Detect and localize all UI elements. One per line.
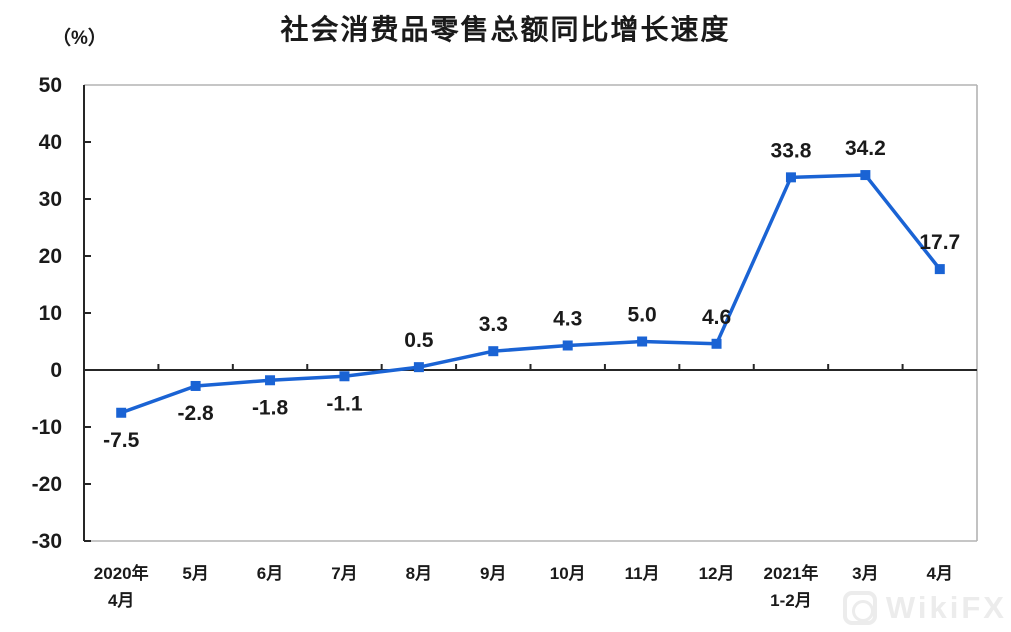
y-tick-label: -10 — [32, 416, 62, 439]
y-tick-label: 40 — [39, 131, 62, 154]
data-point-marker — [339, 371, 350, 382]
data-point-marker — [413, 362, 424, 373]
x-tick-label: 8月 — [406, 564, 432, 583]
x-tick-label: 2020年 — [94, 563, 149, 583]
data-point-marker — [637, 336, 648, 347]
x-tick-label: 11月 — [625, 564, 660, 583]
x-tick-label: 5月 — [182, 564, 208, 583]
data-point-label: -7.5 — [103, 429, 140, 452]
x-tick-label: 1-2月 — [770, 591, 812, 610]
data-point-marker — [860, 170, 871, 181]
x-tick-label: 9月 — [480, 564, 506, 583]
x-tick-label: 2021年 — [764, 563, 819, 583]
wikifx-watermark: WikiFX — [842, 590, 1007, 626]
data-point-label: 17.7 — [919, 231, 960, 254]
x-tick-label: 6月 — [257, 564, 283, 583]
data-line — [119, 173, 942, 415]
y-tick-label: 50 — [39, 74, 62, 97]
y-tick-label: 0 — [50, 359, 62, 382]
x-tick-label: 12月 — [699, 564, 735, 583]
x-tick-label: 3月 — [852, 564, 878, 583]
wikifx-logo-icon — [842, 591, 877, 625]
data-point-label: -1.8 — [252, 396, 289, 419]
data-point-marker — [934, 264, 945, 275]
y-tick-label: 30 — [39, 188, 62, 211]
data-point-label: 33.8 — [771, 139, 812, 162]
y-axis-unit-label: （%） — [52, 28, 107, 49]
data-point-label: 4.6 — [702, 306, 731, 329]
chart-title: 社会消费品零售总额同比增长速度 — [280, 14, 731, 45]
data-point-label: 34.2 — [845, 137, 886, 160]
data-point-label: 3.3 — [479, 313, 508, 336]
data-point-label: 0.5 — [404, 329, 434, 352]
x-tick-label: 10月 — [550, 564, 586, 583]
x-tick-label: 4月 — [108, 591, 134, 610]
data-point-marker — [785, 172, 796, 183]
y-tick-label: 20 — [39, 245, 62, 268]
data-point-marker — [190, 380, 201, 391]
data-point-marker — [562, 340, 573, 351]
data-point-marker — [711, 338, 722, 349]
data-point-marker — [488, 346, 499, 357]
data-point-marker — [265, 375, 276, 386]
y-tick-label: 10 — [39, 302, 62, 325]
x-tick-label: 4月 — [927, 564, 953, 583]
x-tick-label: 7月 — [331, 564, 357, 583]
y-tick-label: -30 — [32, 530, 62, 553]
data-point-label: 4.3 — [553, 307, 582, 330]
data-point-label: 5.0 — [628, 304, 657, 327]
data-point-marker — [116, 407, 127, 418]
y-tick-label: -20 — [32, 473, 62, 496]
data-point-label: -1.1 — [326, 392, 363, 415]
data-point-label: -2.8 — [178, 402, 215, 425]
watermark-text: WikiFX — [885, 590, 1007, 625]
